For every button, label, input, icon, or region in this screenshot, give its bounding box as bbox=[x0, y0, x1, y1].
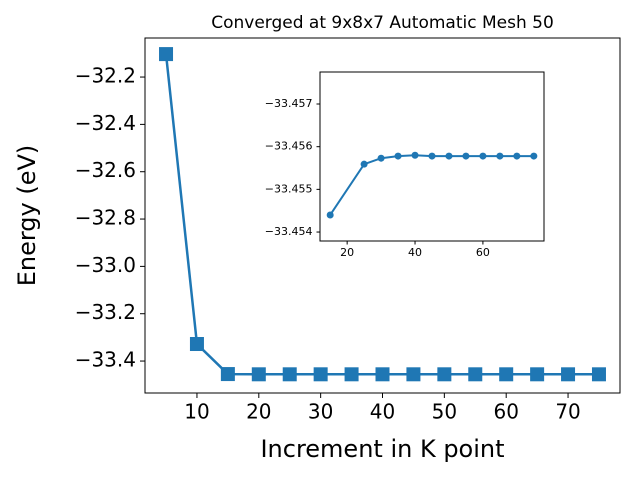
y-tick-label: −33.457 bbox=[265, 97, 313, 110]
marker bbox=[479, 152, 487, 160]
x-tick-label: 60 bbox=[493, 400, 518, 424]
marker bbox=[326, 211, 334, 219]
x-tick-label: 20 bbox=[340, 246, 354, 259]
y-tick-label: −33.0 bbox=[75, 253, 136, 277]
x-axis-label: Increment in K point bbox=[260, 435, 504, 463]
marker bbox=[411, 151, 419, 159]
y-tick-label: −32.2 bbox=[75, 64, 136, 88]
x-tick-label: 30 bbox=[308, 400, 333, 424]
y-tick-label: −32.8 bbox=[75, 206, 136, 230]
y-tick-label: −32.4 bbox=[75, 111, 136, 135]
marker bbox=[462, 152, 470, 160]
marker bbox=[159, 47, 174, 62]
marker bbox=[375, 367, 390, 382]
marker bbox=[530, 152, 538, 160]
y-axis-label: Energy (eV) bbox=[13, 145, 41, 287]
marker bbox=[530, 367, 545, 382]
y-tick-label: −33.456 bbox=[265, 140, 313, 153]
y-tick-label: −33.454 bbox=[265, 225, 313, 238]
marker bbox=[496, 152, 504, 160]
marker bbox=[220, 367, 235, 382]
y-tick-label: −32.6 bbox=[75, 158, 136, 182]
marker bbox=[394, 152, 402, 160]
x-tick-label: 60 bbox=[476, 246, 490, 259]
marker bbox=[591, 367, 606, 382]
marker bbox=[428, 152, 436, 160]
x-tick-label: 10 bbox=[184, 400, 209, 424]
x-tick-label: 40 bbox=[408, 246, 422, 259]
marker bbox=[437, 367, 452, 382]
marker bbox=[445, 152, 453, 160]
marker bbox=[251, 367, 266, 382]
marker bbox=[360, 160, 368, 168]
marker bbox=[282, 367, 297, 382]
marker bbox=[313, 367, 328, 382]
x-tick-label: 40 bbox=[370, 400, 395, 424]
marker bbox=[344, 367, 359, 382]
marker bbox=[189, 337, 204, 352]
x-tick-label: 50 bbox=[432, 400, 457, 424]
marker bbox=[561, 367, 576, 382]
y-tick-label: −33.4 bbox=[75, 348, 136, 372]
marker bbox=[513, 152, 521, 160]
marker bbox=[377, 154, 385, 162]
y-tick-label: −33.2 bbox=[75, 300, 136, 324]
y-tick-label: −33.455 bbox=[265, 182, 313, 195]
chart-title: Converged at 9x8x7 Automatic Mesh 50 bbox=[211, 13, 554, 33]
marker bbox=[499, 367, 514, 382]
marker bbox=[468, 367, 483, 382]
x-tick-label: 20 bbox=[246, 400, 271, 424]
x-tick-label: 70 bbox=[555, 400, 580, 424]
marker bbox=[406, 367, 421, 382]
